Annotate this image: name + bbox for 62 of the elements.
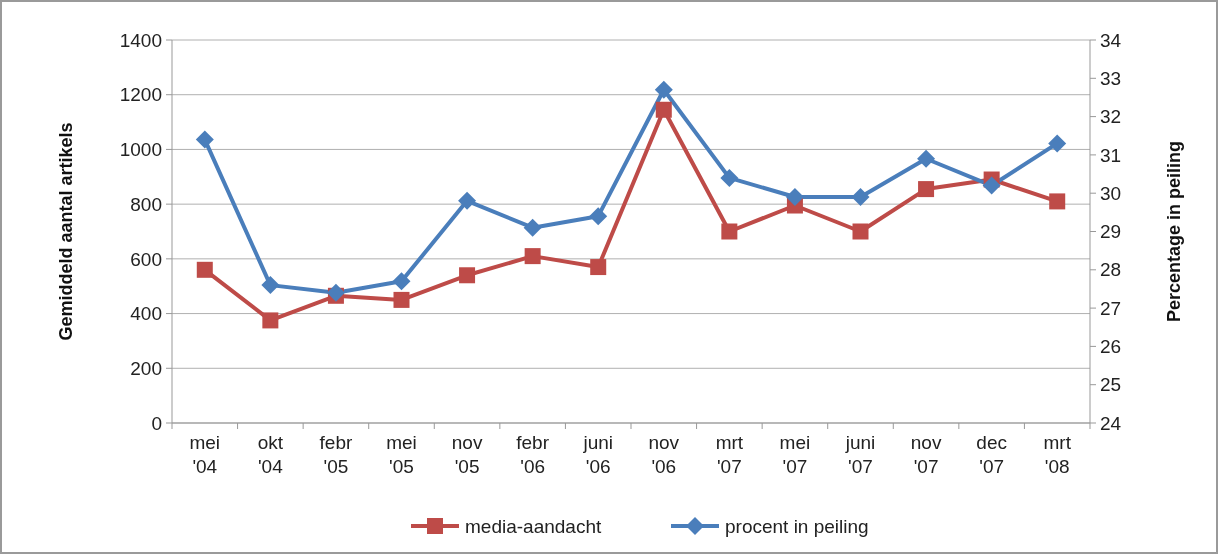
y2-axis-title: Percentage in peiling <box>1164 140 1184 323</box>
point <box>326 283 345 302</box>
point <box>1049 193 1066 210</box>
point <box>655 101 672 118</box>
point <box>393 291 410 308</box>
point <box>1048 134 1067 153</box>
point <box>721 223 738 240</box>
x-tick-label: febr '05 <box>319 432 353 477</box>
legend-label: procent in peiling <box>725 515 869 537</box>
y2-tick-label: 33 <box>1100 67 1122 89</box>
y2-tick-label: 32 <box>1100 106 1122 128</box>
x-tick-label: febr '06 <box>516 432 550 477</box>
point <box>459 267 476 284</box>
x-tick-label: mei '05 <box>386 432 417 477</box>
x-tick-label: mei '07 <box>779 432 811 477</box>
x-tick-label: nov '07 <box>910 432 942 477</box>
point <box>196 261 213 278</box>
x-tick-label: nov '06 <box>648 432 680 477</box>
x-tick-label: okt '04 <box>257 432 284 477</box>
y-tick-label: 400 <box>130 303 162 325</box>
x-tick-label: juni '06 <box>582 432 613 477</box>
point <box>590 259 607 276</box>
x-tick-label: nov '05 <box>451 432 483 477</box>
y-tick-label: 800 <box>130 193 162 215</box>
x-tick-label: mei '04 <box>189 432 221 477</box>
y2-tick-label: 34 <box>1100 29 1122 51</box>
point <box>392 272 411 291</box>
x-tick-label: dec '07 <box>976 432 1007 477</box>
point <box>195 130 214 149</box>
y2-tick-label: 30 <box>1100 182 1122 204</box>
y2-tick-label: 27 <box>1100 297 1122 319</box>
x-tick-label: mrt '07 <box>715 432 744 477</box>
y-tick-label: 1000 <box>119 139 162 161</box>
point <box>524 248 541 265</box>
y-axis-title: Gemiddeld aantal artikels <box>56 122 76 341</box>
y2-tick-label: 26 <box>1100 336 1122 358</box>
point <box>852 223 869 240</box>
point <box>917 149 936 168</box>
y-tick-label: 600 <box>130 248 162 270</box>
point <box>851 188 870 207</box>
y2-tick-label: 28 <box>1100 259 1122 281</box>
point <box>918 181 935 198</box>
point <box>654 80 673 99</box>
legend-label: media-aandacht <box>465 515 602 537</box>
y2-tick-label: 31 <box>1100 144 1122 166</box>
x-tick-label: juni '07 <box>844 432 876 477</box>
point <box>589 207 608 226</box>
point <box>458 191 477 210</box>
point <box>262 312 279 329</box>
point <box>523 218 542 237</box>
y-tick-label: 1400 <box>119 29 162 51</box>
y-tick-label: 0 <box>151 412 162 434</box>
point <box>982 176 1001 195</box>
y-tick-label: 1200 <box>119 84 162 106</box>
point <box>785 188 804 207</box>
y2-tick-label: 25 <box>1100 374 1122 396</box>
y2-tick-label: 29 <box>1100 221 1122 243</box>
x-tick-label: mrt '08 <box>1043 432 1072 477</box>
point <box>720 168 739 187</box>
y2-tick-label: 24 <box>1100 412 1122 434</box>
y-tick-label: 200 <box>130 357 162 379</box>
point <box>261 276 280 295</box>
